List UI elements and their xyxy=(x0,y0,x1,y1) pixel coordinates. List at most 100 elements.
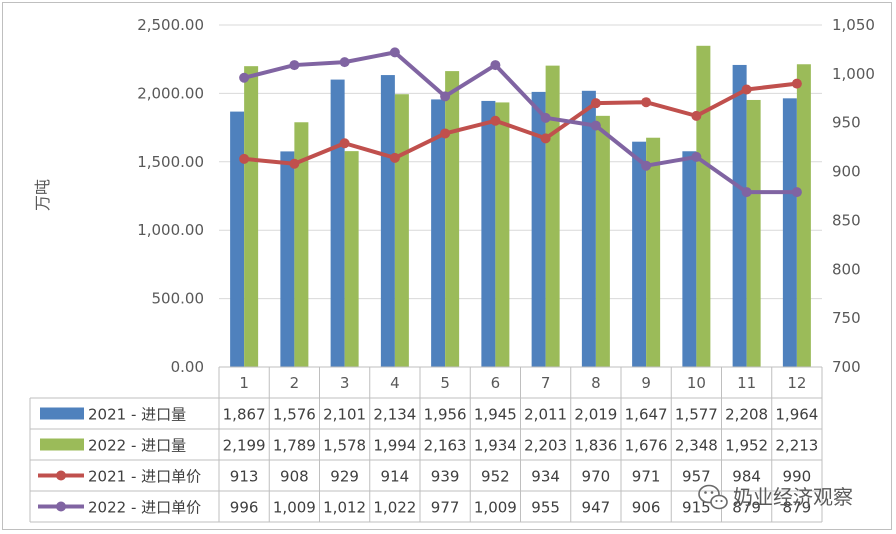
table-cell: 2,101 xyxy=(323,406,366,424)
y2-tick-label: 1,000 xyxy=(832,65,875,83)
table-cell: 1,577 xyxy=(675,406,718,424)
legend-label-1: 2022 - 进口量 xyxy=(88,437,186,455)
x-tick-label: 11 xyxy=(737,374,756,392)
bar-2021-m2 xyxy=(280,151,295,367)
x-tick-label: 7 xyxy=(541,374,551,392)
point-3-m10 xyxy=(691,151,702,162)
y2-tick-label: 750 xyxy=(832,309,861,327)
table-cell: 1,956 xyxy=(424,406,467,424)
y2-tick-label: 900 xyxy=(832,163,861,181)
watermark-text: 奶业经济观察 xyxy=(733,485,853,509)
x-tick-label: 9 xyxy=(641,374,651,392)
x-tick-label: 5 xyxy=(440,374,450,392)
gridlines xyxy=(219,24,822,368)
table-cell: 1,576 xyxy=(273,406,316,424)
bar-2021-m11 xyxy=(732,64,747,367)
legend-marker-2 xyxy=(56,470,66,481)
legend-swatch-1 xyxy=(40,438,84,451)
bar-2022-m2 xyxy=(294,122,309,367)
point-3-m7 xyxy=(540,112,551,123)
y2-tick-label: 1,050 xyxy=(832,16,875,34)
point-2-m12 xyxy=(791,78,802,89)
point-3-m11 xyxy=(741,187,752,198)
table-cell: 1,676 xyxy=(625,437,668,455)
table-cell: 2,163 xyxy=(424,437,467,455)
legend-marker-3 xyxy=(56,501,66,512)
x-tick-label: 10 xyxy=(687,374,706,392)
y-tick-label: 1,000.00 xyxy=(137,221,204,239)
line-series xyxy=(239,47,802,198)
table-cell: 1,836 xyxy=(574,437,617,455)
bar-2022-m1 xyxy=(244,66,259,367)
y2-tick-label: 800 xyxy=(832,260,861,278)
table-cell: 947 xyxy=(582,499,611,517)
legend-label-0: 2021 - 进口量 xyxy=(88,406,186,424)
point-2-m1 xyxy=(239,153,250,164)
legend-label-3: 2022 - 进口单价 xyxy=(88,499,201,517)
bar-2021-m9 xyxy=(632,141,647,367)
table-cell: 957 xyxy=(682,468,711,486)
point-2-m8 xyxy=(590,98,601,109)
bar-2022-m7 xyxy=(545,65,560,367)
wechat-icon xyxy=(698,484,728,510)
table-cell: 2,348 xyxy=(675,437,718,455)
y2-tick-label: 850 xyxy=(832,211,861,229)
point-3-m5 xyxy=(440,91,451,102)
table-cell: 990 xyxy=(783,468,812,486)
table-cell: 934 xyxy=(531,468,560,486)
y2-tick-label: 700 xyxy=(832,358,861,376)
table-cell: 908 xyxy=(280,468,309,486)
table-cell: 1,012 xyxy=(323,499,366,517)
table-cell: 1,934 xyxy=(474,437,517,455)
bar-2021-m3 xyxy=(330,79,345,368)
table-cell: 971 xyxy=(632,468,661,486)
legend-label-2: 2021 - 进口单价 xyxy=(88,468,201,486)
point-3-m12 xyxy=(791,187,802,198)
bar-2021-m12 xyxy=(782,98,797,367)
table-cell: 915 xyxy=(682,499,711,517)
right-axis: 700 750 800 850 900 950 1,000 1,050 xyxy=(832,16,875,376)
y-axis-label: 万吨 xyxy=(33,179,52,211)
y2-tick-label: 950 xyxy=(832,114,861,132)
table-cell: 977 xyxy=(431,499,460,517)
table-cell: 879 xyxy=(783,499,812,517)
point-2-m6 xyxy=(490,115,501,126)
bar-series xyxy=(230,45,811,368)
table-cell: 1,009 xyxy=(474,499,517,517)
point-2-m2 xyxy=(289,158,300,169)
x-tick-label: 4 xyxy=(390,374,400,392)
table-cell: 952 xyxy=(481,468,510,486)
table-cell: 1,945 xyxy=(474,406,517,424)
table-cell: 2,011 xyxy=(524,406,567,424)
table-cell: 1,867 xyxy=(223,406,266,424)
table-cell: 2,199 xyxy=(223,437,266,455)
y-tick-label: 500.00 xyxy=(152,290,205,308)
table-cell: 914 xyxy=(381,468,410,486)
table-cell: 939 xyxy=(431,468,460,486)
x-tick-label: 8 xyxy=(591,374,601,392)
point-3-m1 xyxy=(239,72,250,83)
table-cell: 996 xyxy=(230,499,259,517)
bar-2021-m7 xyxy=(531,91,546,367)
bar-2022-m10 xyxy=(696,45,711,367)
table-cell: 1,952 xyxy=(725,437,768,455)
table-cell: 1,789 xyxy=(273,437,316,455)
point-2-m5 xyxy=(440,128,451,139)
table-cell: 2,208 xyxy=(725,406,768,424)
x-tick-label: 1 xyxy=(239,374,249,392)
bar-2022-m12 xyxy=(796,64,811,367)
bar-2022-m5 xyxy=(445,71,460,368)
table-cell: 2,134 xyxy=(373,406,416,424)
bar-2021-m5 xyxy=(431,99,446,368)
point-3-m2 xyxy=(289,60,300,71)
table-cell: 906 xyxy=(632,499,661,517)
table-cell: 913 xyxy=(230,468,259,486)
bar-2021-m6 xyxy=(481,100,496,367)
table-cell: 929 xyxy=(330,468,359,486)
bar-2022-m11 xyxy=(746,99,761,367)
table-cell: 1,964 xyxy=(775,406,818,424)
point-2-m10 xyxy=(691,110,702,121)
table-cell: 879 xyxy=(732,499,761,517)
